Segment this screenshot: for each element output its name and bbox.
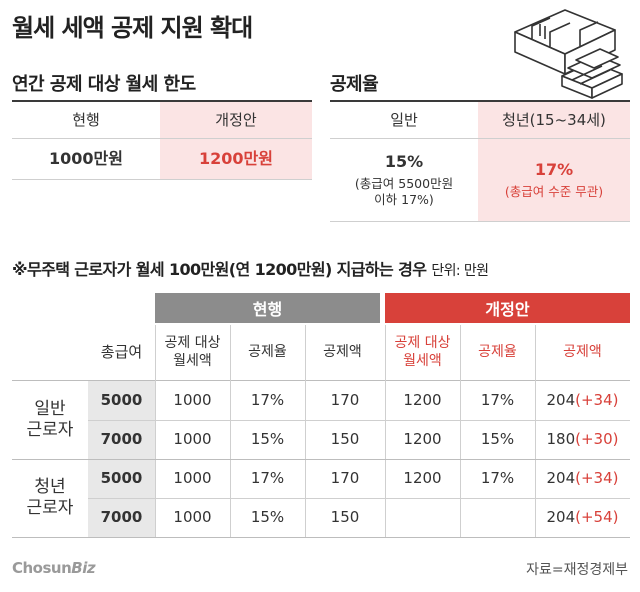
table-row-3-current-amount: 170 bbox=[330, 469, 360, 488]
table-row-3-proposed-amount: 204 (+34) bbox=[535, 459, 630, 498]
vline-5 bbox=[460, 325, 461, 537]
table-row-1-proposed-amount-value: 204 bbox=[546, 391, 576, 410]
vline-2 bbox=[230, 325, 231, 537]
vline-3 bbox=[305, 325, 306, 537]
limit-top-rule bbox=[12, 100, 312, 102]
col-current-target: 공제 대상 월세액 bbox=[155, 325, 230, 380]
table-row-1-proposed-amount: 204 (+34) bbox=[535, 381, 630, 420]
rate-general-value: 15% bbox=[384, 152, 424, 172]
limit-val-proposed: 1200만원 bbox=[160, 139, 312, 179]
row-rule-1 bbox=[88, 420, 630, 421]
apartment-floorplan-illustration bbox=[514, 9, 623, 99]
group-youth-1: 청년 bbox=[34, 476, 66, 497]
col-proposed-target-2: 월세액 bbox=[403, 352, 442, 369]
rate-general-cell: 15% (총급여 5500만원 이하 17%) bbox=[330, 139, 478, 221]
rate-heading: 공제율 bbox=[330, 74, 379, 95]
table-row-2-proposed-amount-value: 180 bbox=[546, 430, 576, 449]
rate-youth-value: 17% bbox=[534, 160, 574, 180]
band-proposed: 개정안 bbox=[385, 293, 630, 323]
col-proposed-rate: 공제율 bbox=[478, 343, 517, 360]
col-proposed-amount: 공제액 bbox=[563, 343, 602, 360]
source-credit: 자료=재정경제부 bbox=[526, 562, 628, 578]
table-row-4-current-amount: 150 bbox=[330, 508, 360, 527]
table-row-2-current-amount: 150 bbox=[330, 430, 360, 449]
table-row-3-proposed-amount-value: 204 bbox=[546, 469, 576, 488]
header-rule bbox=[12, 380, 630, 381]
table-row-3-proposed-rate: 17% bbox=[480, 469, 515, 488]
table-note: ※무주택 근로자가 월세 100만원(연 1200만원) 지급하는 경우 단위:… bbox=[12, 256, 489, 280]
rate-general-note-2: 이하 17%) bbox=[374, 192, 434, 207]
col-current-target-1: 공제 대상 bbox=[164, 335, 221, 351]
vline-4 bbox=[385, 325, 386, 537]
table-row-4-proposed-delta: (+54) bbox=[575, 508, 619, 527]
table-row-4-current-rate: 15% bbox=[250, 508, 285, 527]
table-row-1-proposed-target: 1200 bbox=[403, 391, 442, 410]
table-row-4-proposed-amount-value: 204 bbox=[546, 508, 576, 527]
limit-val-current: 1000만원 bbox=[49, 149, 123, 168]
vline-1 bbox=[155, 325, 156, 537]
logo-part-b: Biz bbox=[71, 559, 96, 577]
table-row-3-proposed-delta: (+34) bbox=[575, 469, 619, 488]
page-title: 월세 세액 공제 지원 확대 bbox=[12, 14, 253, 42]
group-youth-2: 근로자 bbox=[26, 498, 74, 518]
row-rule-4 bbox=[12, 537, 630, 538]
group-general-2: 근로자 bbox=[26, 420, 74, 440]
rate-divider bbox=[330, 138, 630, 139]
rate-general-note-1: (총급여 5500만원 bbox=[354, 176, 454, 192]
rate-col-youth: 청년(15~34세) bbox=[478, 102, 630, 138]
rate-youth-cell: 17% (총급여 수준 무관) bbox=[478, 139, 630, 221]
rate-top-rule bbox=[330, 100, 630, 102]
limit-bottom-rule bbox=[12, 179, 312, 180]
table-row-2-salary: 7000 bbox=[100, 430, 143, 449]
rate-youth-note: (총급여 수준 무관) bbox=[504, 184, 604, 200]
limit-col-current: 현행 bbox=[72, 110, 100, 129]
table-note-text: ※무주택 근로자가 월세 100만원(연 1200만원) 지급하는 경우 bbox=[12, 260, 427, 279]
table-row-2-proposed-amount: 180 (+30) bbox=[535, 420, 630, 459]
col-current-amount: 공제액 bbox=[323, 343, 362, 360]
col-proposed-target: 공제 대상 월세액 bbox=[385, 325, 460, 380]
table-row-2-current-rate: 15% bbox=[250, 430, 285, 449]
chosunbiz-logo: ChosunBiz bbox=[12, 559, 96, 577]
limit-divider bbox=[12, 138, 312, 139]
table-row-1-proposed-delta: (+34) bbox=[575, 391, 619, 410]
vline-6 bbox=[535, 325, 536, 537]
table-row-3-proposed-target: 1200 bbox=[403, 469, 442, 488]
table-row-3-current-target: 1000 bbox=[173, 469, 212, 488]
col-current-target-2: 월세액 bbox=[173, 352, 212, 369]
table-row-1-current-amount: 170 bbox=[330, 391, 360, 410]
table-row-1-proposed-rate: 17% bbox=[480, 391, 515, 410]
table-row-4-proposed-amount: 204 (+54) bbox=[535, 498, 630, 537]
rate-bottom-rule bbox=[330, 221, 630, 222]
limit-col-proposed: 개정안 bbox=[160, 102, 312, 138]
table-row-4-proposed-rate bbox=[460, 498, 535, 537]
row-rule-2 bbox=[12, 459, 630, 460]
col-proposed-target-1: 공제 대상 bbox=[394, 335, 451, 351]
col-salary: 총급여 bbox=[100, 343, 143, 362]
group-general-1: 일반 bbox=[34, 398, 66, 419]
table-row-4-current-target: 1000 bbox=[173, 508, 212, 527]
table-row-3-salary: 5000 bbox=[100, 469, 143, 488]
table-row-1-current-target: 1000 bbox=[173, 391, 212, 410]
col-current-rate: 공제율 bbox=[248, 343, 287, 360]
table-note-unit: 단위: 만원 bbox=[431, 263, 489, 279]
table-row-2-proposed-target: 1200 bbox=[403, 430, 442, 449]
group-youth: 청년 근로자 bbox=[12, 459, 88, 537]
group-general: 일반 근로자 bbox=[12, 381, 88, 459]
table-row-4-proposed-target bbox=[385, 498, 460, 537]
rate-col-general: 일반 bbox=[390, 110, 418, 129]
table-row-2-proposed-delta: (+30) bbox=[575, 430, 619, 449]
limit-heading: 연간 공제 대상 월세 한도 bbox=[12, 74, 196, 95]
band-current: 현행 bbox=[155, 293, 380, 323]
table-row-2-current-target: 1000 bbox=[173, 430, 212, 449]
table-row-1-current-rate: 17% bbox=[250, 391, 285, 410]
table-row-3-current-rate: 17% bbox=[250, 469, 285, 488]
row-rule-3 bbox=[88, 498, 630, 499]
table-row-4-salary: 7000 bbox=[100, 508, 143, 527]
table-row-2-proposed-rate: 15% bbox=[480, 430, 515, 449]
logo-part-a: Chosun bbox=[12, 559, 72, 577]
table-row-1-salary: 5000 bbox=[100, 391, 143, 410]
